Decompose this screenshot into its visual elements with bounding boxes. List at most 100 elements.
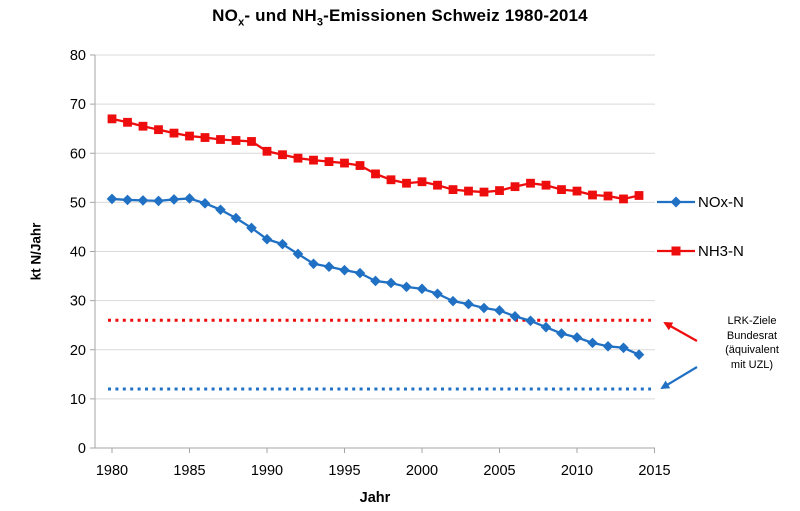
data-point-marker bbox=[355, 161, 365, 170]
data-point-marker bbox=[323, 261, 335, 273]
x-tick-label: 2010 bbox=[561, 463, 593, 479]
y-tick-label: 60 bbox=[70, 146, 86, 162]
data-point-marker bbox=[417, 177, 427, 187]
data-point-marker bbox=[510, 182, 520, 192]
chart-legend: NOx-N NH3-N bbox=[656, 193, 744, 291]
data-point-marker bbox=[106, 193, 118, 205]
data-point-marker bbox=[278, 150, 287, 160]
data-point-marker bbox=[526, 178, 535, 188]
data-point-marker bbox=[153, 195, 164, 207]
data-point-marker bbox=[587, 337, 598, 349]
data-point-marker bbox=[247, 137, 256, 146]
data-point-marker bbox=[572, 186, 582, 196]
y-tick-label: 70 bbox=[70, 97, 86, 113]
data-point-marker bbox=[433, 180, 442, 190]
data-point-marker bbox=[122, 194, 133, 206]
data-point-marker bbox=[602, 341, 614, 352]
data-point-marker bbox=[464, 186, 473, 196]
data-point-marker bbox=[199, 198, 211, 209]
y-tick-label: 50 bbox=[70, 195, 86, 211]
legend-item-nh3-n: NH3-N bbox=[656, 242, 744, 260]
data-point-marker bbox=[309, 155, 318, 165]
data-point-marker bbox=[478, 302, 490, 314]
data-point-marker bbox=[494, 305, 505, 316]
data-point-marker bbox=[340, 158, 349, 168]
title-subscript: 3 bbox=[316, 16, 324, 29]
data-point-marker bbox=[556, 328, 567, 339]
data-point-marker bbox=[293, 153, 303, 163]
data-point-marker bbox=[339, 264, 350, 276]
data-point-marker bbox=[277, 238, 288, 250]
y-tick-label: 0 bbox=[78, 441, 86, 457]
data-point-marker bbox=[495, 186, 504, 195]
y-tick-label: 30 bbox=[70, 294, 86, 310]
data-point-marker bbox=[479, 187, 489, 197]
data-point-marker bbox=[634, 191, 644, 200]
data-point-marker bbox=[154, 125, 163, 135]
annotation-line: (äquivalent bbox=[725, 344, 779, 357]
title-text: -Emissionen Schweiz 1980-2014 bbox=[323, 6, 588, 25]
y-tick-label: 40 bbox=[70, 245, 86, 261]
blue-arrow-icon bbox=[660, 366, 698, 390]
data-point-marker bbox=[292, 248, 304, 260]
y-tick-label: 20 bbox=[70, 343, 86, 359]
legend-label: NH3-N bbox=[698, 242, 744, 260]
data-point-marker bbox=[261, 233, 273, 245]
data-point-marker bbox=[138, 121, 148, 131]
x-tick-label: 2015 bbox=[638, 463, 670, 479]
x-tick-label: 1995 bbox=[328, 463, 360, 479]
y-tick-label: 80 bbox=[70, 48, 86, 64]
x-tick-label: 1985 bbox=[173, 463, 205, 479]
x-tick-label: 2000 bbox=[406, 463, 438, 479]
chart-title: NOx- und NH3-Emissionen Schweiz 1980-201… bbox=[0, 6, 800, 28]
diamond-marker-icon bbox=[657, 196, 695, 208]
data-point-marker bbox=[262, 146, 272, 156]
legend-item-nox-n: NOx-N bbox=[656, 193, 744, 211]
title-subscript: x bbox=[238, 16, 245, 29]
data-point-marker bbox=[571, 332, 583, 343]
data-point-marker bbox=[107, 114, 117, 124]
data-point-marker bbox=[200, 133, 210, 142]
data-point-marker bbox=[416, 283, 428, 295]
data-point-marker bbox=[603, 191, 613, 201]
data-point-marker bbox=[184, 193, 195, 204]
data-point-marker bbox=[123, 117, 132, 127]
x-axis-title: Jahr bbox=[359, 490, 391, 506]
target-annotation: LRK-Ziele Bundesrat (äquivalent mit UZL) bbox=[706, 314, 798, 373]
data-point-marker bbox=[371, 169, 380, 179]
data-point-marker bbox=[168, 194, 180, 205]
data-point-marker bbox=[619, 194, 628, 204]
legend-label: NOx-N bbox=[698, 193, 744, 211]
x-tick-label: 1990 bbox=[251, 463, 283, 479]
data-point-marker bbox=[231, 136, 241, 145]
title-text: - und NH bbox=[244, 6, 317, 25]
square-marker-icon bbox=[657, 246, 695, 256]
data-point-marker bbox=[540, 321, 552, 333]
annotation-line: Bundesrat bbox=[726, 329, 778, 342]
red-arrow-icon bbox=[663, 322, 698, 342]
annotation-line: mit UZL) bbox=[730, 358, 774, 371]
data-point-marker bbox=[354, 267, 366, 279]
data-point-marker bbox=[215, 204, 226, 216]
data-point-marker bbox=[230, 212, 242, 224]
y-tick-label: 10 bbox=[70, 392, 86, 408]
data-point-marker bbox=[401, 281, 412, 293]
data-point-marker bbox=[525, 315, 536, 327]
data-point-marker bbox=[447, 295, 459, 307]
data-point-marker bbox=[185, 131, 194, 141]
data-point-marker bbox=[541, 180, 551, 190]
data-point-marker bbox=[588, 190, 597, 200]
data-point-marker bbox=[402, 178, 411, 188]
data-point-marker bbox=[308, 258, 319, 270]
data-point-marker bbox=[463, 298, 474, 310]
data-point-marker bbox=[557, 185, 566, 195]
data-point-marker bbox=[633, 349, 645, 360]
data-point-marker bbox=[370, 275, 381, 287]
data-point-marker bbox=[448, 185, 458, 195]
data-point-marker bbox=[137, 195, 149, 206]
data-point-marker bbox=[432, 288, 443, 300]
x-tick-label: 1980 bbox=[96, 463, 128, 479]
data-point-marker bbox=[216, 135, 225, 144]
